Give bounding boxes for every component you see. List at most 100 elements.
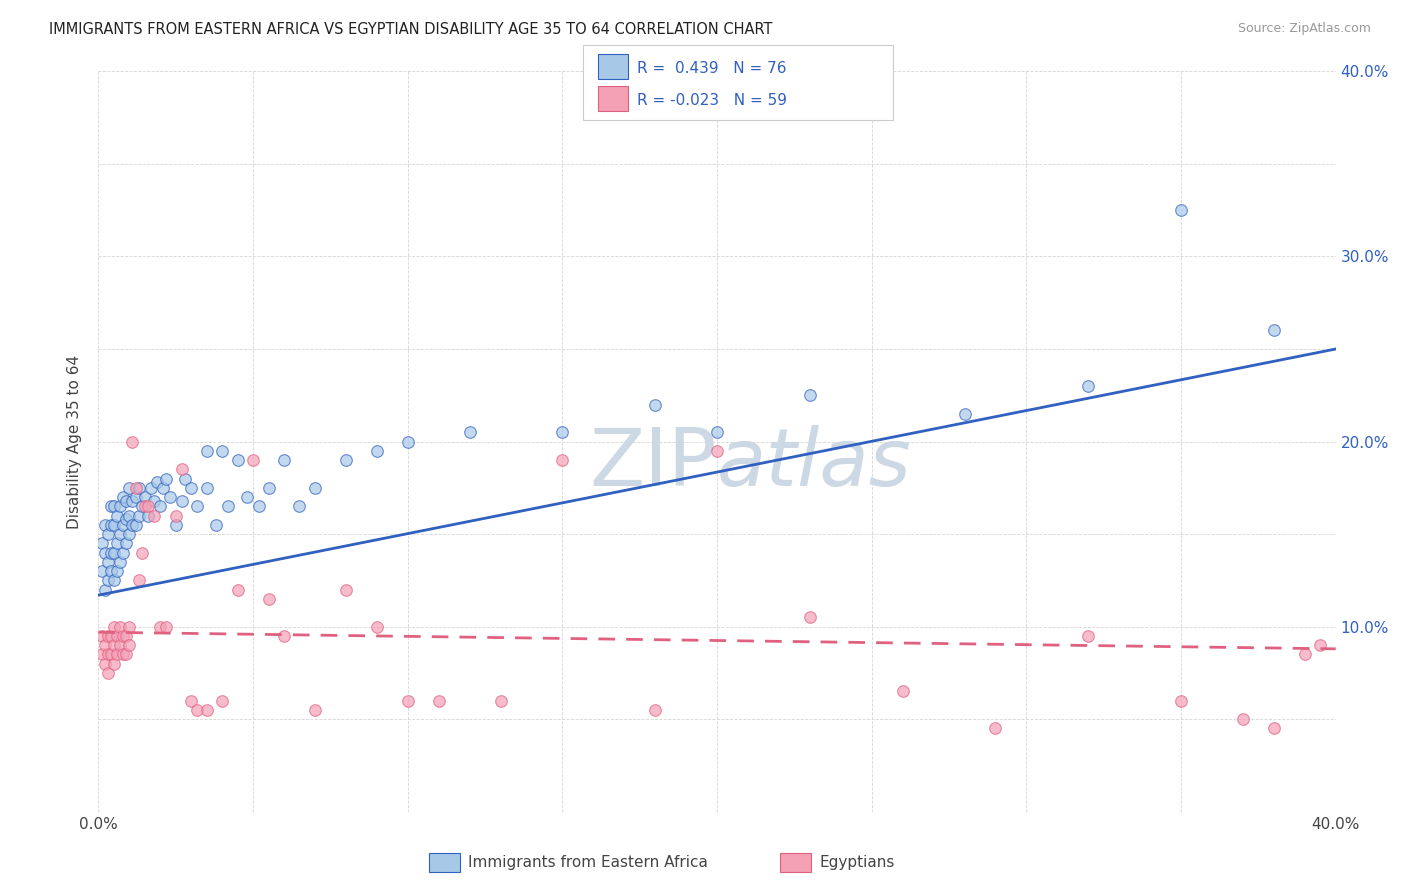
Point [136, 500, 159, 514]
Point [165, 517, 187, 532]
Point [112, 490, 135, 504]
Point [242, 453, 264, 467]
Point [551, 425, 574, 440]
Point [100, 564, 122, 578]
Point [136, 508, 159, 523]
Point [97, 648, 120, 662]
Point [103, 638, 125, 652]
Point [134, 490, 156, 504]
Point [103, 517, 125, 532]
Point [90, 536, 112, 550]
Point [112, 545, 135, 560]
Point [195, 703, 218, 717]
Point [159, 490, 181, 504]
Point [93, 657, 115, 671]
Point [118, 508, 141, 523]
Point [112, 517, 135, 532]
Point [100, 500, 122, 514]
Point [146, 475, 169, 490]
Point [97, 527, 120, 541]
Point [1309, 638, 1331, 652]
Text: R =  0.439   N = 76: R = 0.439 N = 76 [637, 61, 786, 76]
Point [247, 500, 270, 514]
Text: ZIP: ZIP [589, 425, 717, 503]
Point [93, 582, 115, 597]
Point [121, 493, 143, 508]
Point [1232, 712, 1254, 726]
Point [103, 619, 125, 633]
Point [186, 500, 208, 514]
Point [118, 527, 141, 541]
Point [273, 453, 295, 467]
Y-axis label: Disability Age 35 to 64: Disability Age 35 to 64 [67, 354, 83, 529]
Point [396, 434, 419, 449]
Point [174, 471, 197, 485]
Text: R = -0.023   N = 59: R = -0.023 N = 59 [637, 93, 787, 108]
Point [115, 536, 138, 550]
Point [149, 500, 172, 514]
Point [706, 425, 728, 440]
Point [103, 657, 125, 671]
Point [143, 508, 166, 523]
Point [131, 545, 153, 560]
Point [217, 500, 239, 514]
Point [891, 684, 914, 698]
Point [1170, 203, 1192, 218]
Text: Egyptians: Egyptians [820, 855, 896, 870]
Point [90, 629, 112, 643]
Point [984, 722, 1007, 736]
Point [108, 619, 131, 633]
Point [149, 619, 172, 633]
Point [105, 508, 128, 523]
Point [112, 648, 135, 662]
Point [108, 638, 131, 652]
Point [170, 462, 193, 476]
Point [366, 443, 388, 458]
Point [97, 629, 120, 643]
Point [124, 490, 146, 504]
Point [93, 517, 115, 532]
Point [100, 629, 122, 643]
Point [335, 453, 357, 467]
Point [112, 629, 135, 643]
Point [644, 397, 666, 411]
Point [108, 527, 131, 541]
Point [1294, 648, 1316, 662]
Point [205, 517, 228, 532]
Point [1077, 629, 1099, 643]
Point [121, 517, 143, 532]
Point [195, 481, 218, 495]
Point [1263, 324, 1285, 338]
Point [257, 481, 280, 495]
Point [103, 574, 125, 588]
Point [124, 517, 146, 532]
Point [105, 629, 128, 643]
Point [304, 481, 326, 495]
Point [118, 481, 141, 495]
Point [953, 407, 976, 421]
Point [105, 648, 128, 662]
Point [211, 694, 233, 708]
Point [1170, 694, 1192, 708]
Point [152, 481, 174, 495]
Point [195, 443, 218, 458]
Point [396, 694, 419, 708]
Point [211, 443, 233, 458]
Point [1077, 379, 1099, 393]
Point [155, 619, 177, 633]
Point [115, 493, 138, 508]
Point [799, 388, 821, 402]
Point [118, 638, 141, 652]
Point [90, 648, 112, 662]
Point [128, 481, 150, 495]
Point [105, 564, 128, 578]
Text: IMMIGRANTS FROM EASTERN AFRICA VS EGYPTIAN DISABILITY AGE 35 TO 64 CORRELATION C: IMMIGRANTS FROM EASTERN AFRICA VS EGYPTI… [49, 22, 773, 37]
Point [236, 490, 259, 504]
Point [799, 610, 821, 624]
Point [121, 434, 143, 449]
Point [186, 703, 208, 717]
Point [180, 481, 202, 495]
Point [304, 703, 326, 717]
Point [90, 564, 112, 578]
Point [165, 508, 187, 523]
